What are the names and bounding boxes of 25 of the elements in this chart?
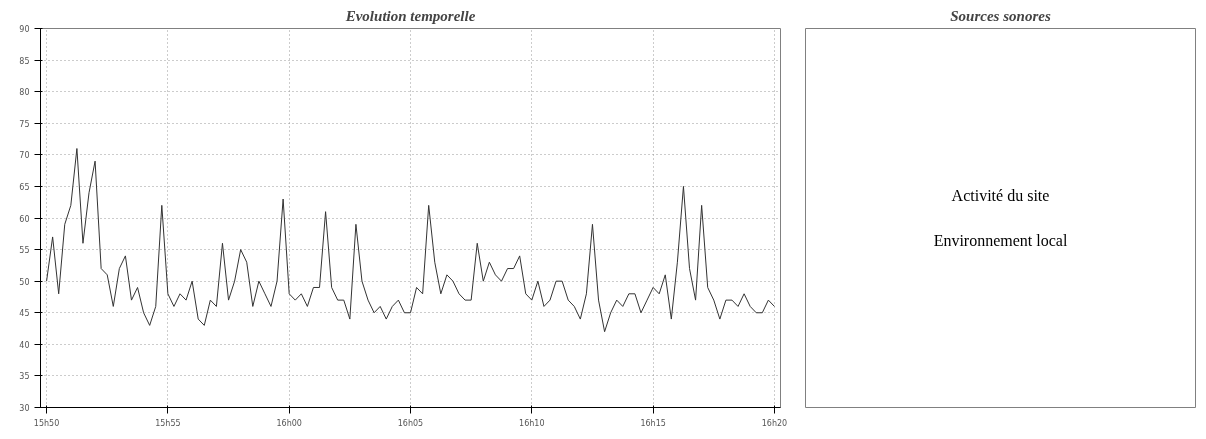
x-tick-label: 16h00 — [276, 418, 302, 428]
text: Activité du site — [951, 186, 1050, 204]
y-tick-label: 30 — [19, 404, 30, 413]
x-tick-label: 16h15 — [640, 418, 666, 428]
text: Sources sonores — [950, 7, 1051, 24]
y-tick-label: 65 — [19, 182, 30, 192]
line-series — [46, 148, 775, 333]
y-tick-label: 55 — [19, 246, 30, 256]
y-tick-label: 70 — [19, 151, 30, 161]
y-tick-label: 75 — [19, 119, 30, 129]
x-tick-label: 15h50 — [33, 418, 60, 428]
y-tick-label: 50 — [19, 277, 30, 287]
x-tick-label: 16h05 — [397, 418, 424, 428]
y-tick-label: 40 — [19, 340, 30, 350]
text: Environnement local — [933, 232, 1068, 250]
y-tick-label: 85 — [19, 56, 30, 66]
y-tick-label: 60 — [19, 214, 30, 224]
y-tick-label: 90 — [19, 25, 30, 34]
y-tick-label: 45 — [19, 309, 30, 319]
x-tick-label: 15h55 — [155, 418, 181, 428]
x-tick-label: 16h10 — [519, 418, 545, 428]
y-tick-label: 35 — [19, 372, 30, 382]
y-tick-label: 80 — [19, 88, 30, 98]
chart-title: Evolution temporelle — [344, 7, 476, 24]
x-tick-label: 16h20 — [761, 418, 788, 428]
